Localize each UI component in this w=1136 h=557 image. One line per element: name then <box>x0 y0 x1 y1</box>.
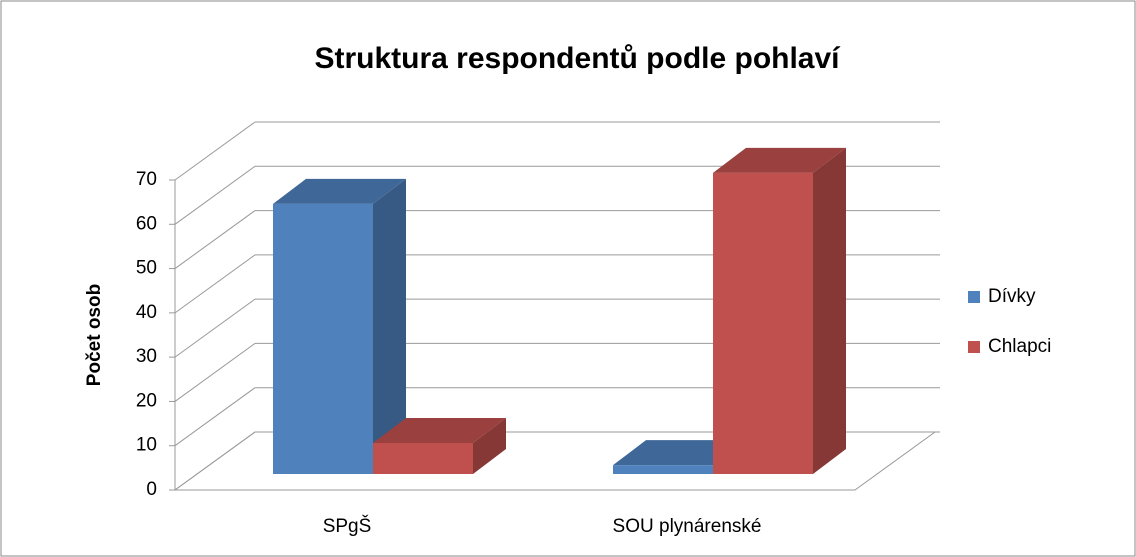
grid-line <box>174 254 256 314</box>
grid-line <box>174 298 256 358</box>
x-tick-label: SOU plynárenské <box>613 516 762 537</box>
bar-top <box>273 178 406 204</box>
bar <box>373 443 473 474</box>
y-tick-label: 40 <box>136 302 157 323</box>
y-tick-label: 50 <box>136 258 157 279</box>
grid-line <box>174 165 256 225</box>
legend-label: Dívky <box>988 286 1036 307</box>
legend-swatch <box>968 291 980 303</box>
grid-line <box>174 387 256 447</box>
bar-side <box>473 418 506 474</box>
legend-swatch <box>968 341 980 353</box>
legend-label: Chlapci <box>988 336 1051 357</box>
grid-line <box>174 121 256 181</box>
bar-side <box>813 147 846 474</box>
y-tick-label: 30 <box>136 346 157 367</box>
bar-top <box>713 147 846 173</box>
grid-line <box>174 343 256 402</box>
bar-side <box>373 178 406 474</box>
grid-line <box>174 210 256 269</box>
bar-top <box>373 418 506 443</box>
bar <box>613 465 713 474</box>
x-tick-label: SPgŠ <box>323 515 372 537</box>
bar <box>273 203 373 474</box>
chart-title: Struktura respondentů podle pohlaví <box>314 42 841 75</box>
y-tick-label: 70 <box>136 169 157 190</box>
y-axis-title: Počet osob <box>84 284 105 386</box>
bar <box>713 172 813 474</box>
y-tick-label: 10 <box>136 435 157 456</box>
bar-top <box>613 440 746 466</box>
y-tick-label: 20 <box>136 390 157 411</box>
grid-line <box>174 431 256 491</box>
y-tick-label: 0 <box>146 479 157 500</box>
y-tick-label: 60 <box>136 213 157 234</box>
